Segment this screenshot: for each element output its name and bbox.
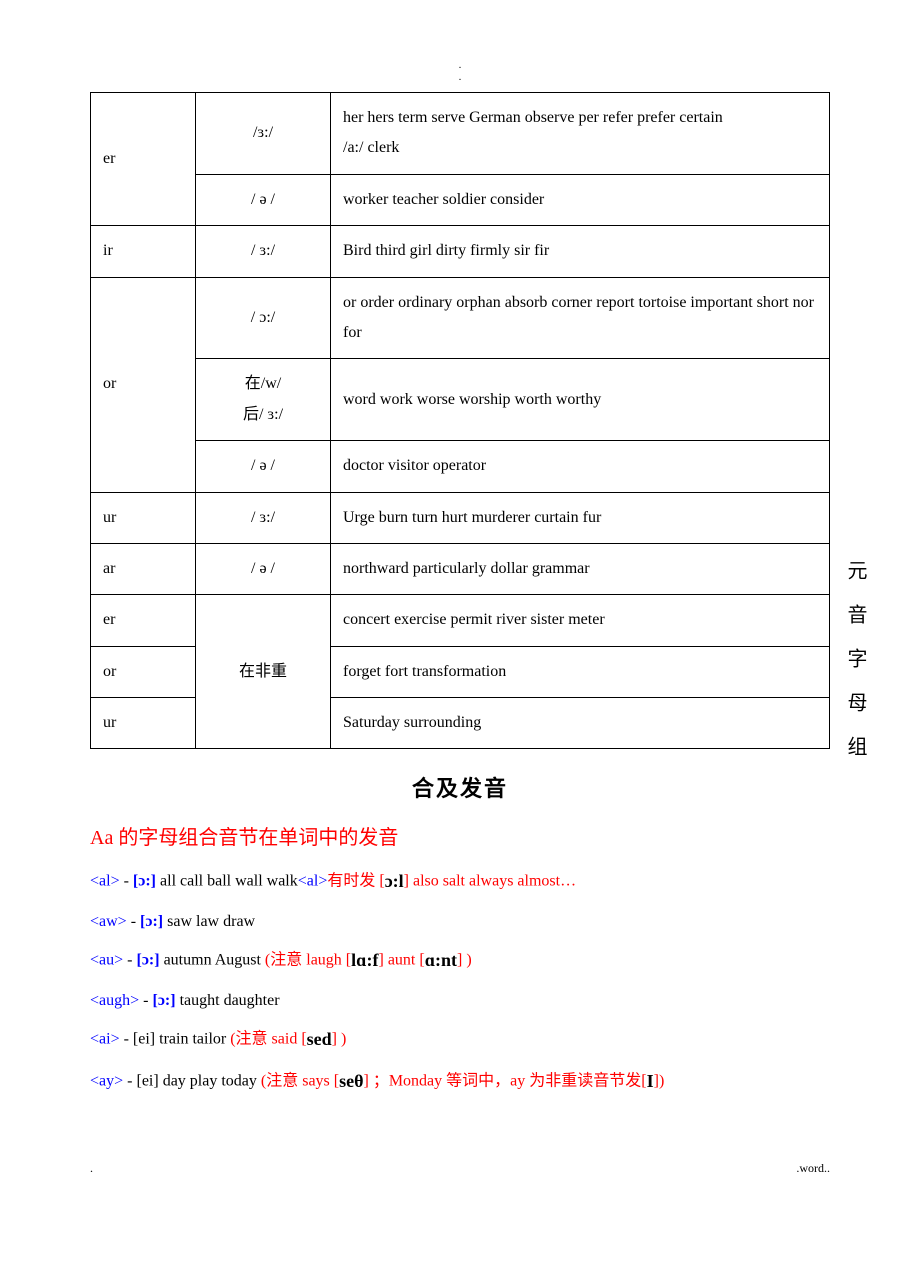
ipa-cell: /ɜ:/ — [196, 93, 331, 175]
ipa-cell: / ə / — [196, 174, 331, 225]
letter-cell: ur — [91, 698, 196, 749]
letter-cell: er — [91, 93, 196, 226]
examples-cell: Saturday surrounding — [331, 698, 830, 749]
ipa-cell: / ə / — [196, 543, 331, 594]
ipa-cell: 在/w/ 后/ ɜ:/ — [196, 359, 331, 441]
examples-cell: northward particularly dollar grammar — [331, 543, 830, 594]
letter-cell: er — [91, 595, 196, 646]
ipa-cell: / ɔ:/ — [196, 277, 331, 359]
side-vertical-text: 元音字母组 — [841, 560, 870, 780]
letter-cell: or — [91, 646, 196, 697]
page-dot-top: .. — [90, 60, 830, 84]
examples-cell: Bird third girl dirty firmly sir fir — [331, 226, 830, 277]
rule-line: <aw> - [ɔ:] saw law draw — [90, 904, 830, 939]
ipa-cell: / ə / — [196, 441, 331, 492]
footer-left: . — [90, 1161, 93, 1176]
rule-line: <ay> - [ei] day play today (注意 says [seθ… — [90, 1062, 830, 1102]
heading-continuation: 合及发音 — [90, 771, 830, 803]
rule-line: <al> - [ɔ:] all call ball wall walk<al>有… — [90, 862, 830, 902]
rule-line: <ai> - [ei] train tailor (注意 said [sed] … — [90, 1020, 830, 1060]
examples-cell: worker teacher soldier consider — [331, 174, 830, 225]
examples-cell: forget fort transformation — [331, 646, 830, 697]
ipa-cell: 在非重 — [196, 595, 331, 749]
examples-cell: doctor visitor operator — [331, 441, 830, 492]
letter-cell: or — [91, 277, 196, 492]
examples-cell: or order ordinary orphan absorb corner r… — [331, 277, 830, 359]
letter-cell: ir — [91, 226, 196, 277]
examples-cell: Urge burn turn hurt murderer curtain fur — [331, 492, 830, 543]
section-title-aa: Aa 的字母组合音节在单词中的发音 — [90, 821, 830, 850]
footer-right: .word.. — [796, 1161, 830, 1176]
examples-cell: her hers term serve German observe per r… — [331, 93, 830, 175]
examples-cell: word work worse worship worth worthy — [331, 359, 830, 441]
letter-cell: ar — [91, 543, 196, 594]
rules-block: <al> - [ɔ:] all call ball wall walk<al>有… — [90, 862, 830, 1101]
phonetics-table: er/ɜ:/her hers term serve German observe… — [90, 92, 830, 749]
letter-cell: ur — [91, 492, 196, 543]
rule-line: <au> - [ɔ:] autumn August (注意 laugh [lɑ:… — [90, 941, 830, 981]
rule-line: <augh> - [ɔ:] taught daughter — [90, 983, 830, 1018]
examples-cell: concert exercise permit river sister met… — [331, 595, 830, 646]
ipa-cell: / ɜ:/ — [196, 492, 331, 543]
ipa-cell: / ɜ:/ — [196, 226, 331, 277]
